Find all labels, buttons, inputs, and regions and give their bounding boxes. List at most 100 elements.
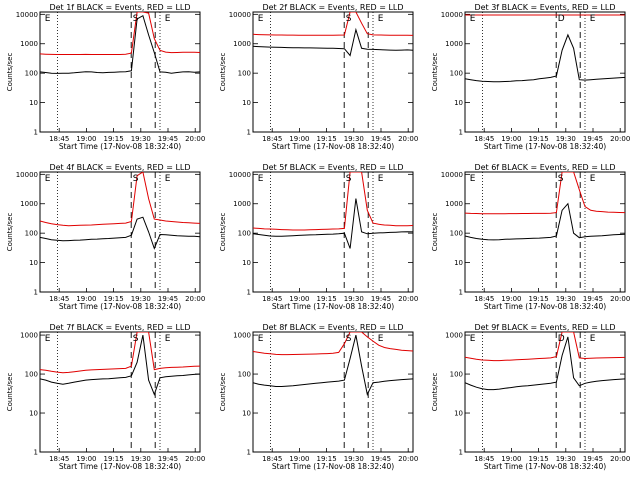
- y-tick-label: 1000: [20, 40, 38, 48]
- y-tick-label: 1: [34, 129, 38, 137]
- x-tick-label: 19:45: [583, 135, 603, 143]
- y-tick-label: 1: [247, 129, 251, 137]
- events-series-line: [465, 33, 625, 83]
- marker-label: E: [45, 334, 51, 344]
- x-tick-label: 19:30: [556, 135, 576, 143]
- y-tick-label: 1: [459, 129, 463, 137]
- x-tick-label: 19:45: [158, 135, 178, 143]
- y-tick-label: 10000: [229, 171, 251, 179]
- marker-label: E: [258, 334, 264, 344]
- x-tick-label: 19:30: [344, 295, 364, 303]
- y-tick-label: 1: [247, 289, 251, 297]
- x-tick-label: 19:15: [317, 455, 337, 463]
- lld-series-line: [253, 12, 413, 36]
- events-series-line: [253, 334, 413, 396]
- x-tick-label: 19:00: [289, 455, 309, 463]
- x-tick-label: 19:30: [131, 455, 151, 463]
- y-tick-label: 1000: [445, 40, 463, 48]
- y-axis-label: Counts/sec: [431, 373, 439, 412]
- events-series-line: [465, 336, 625, 391]
- x-tick-label: 18:45: [262, 455, 282, 463]
- marker-label: E: [165, 14, 171, 24]
- chart-panel-3: Det 3f BLACK = Events, RED = LLD 1 10 100 10…: [431, 3, 630, 151]
- chart-title: Det 9f BLACK = Events, RED = LLD: [474, 323, 615, 332]
- marker-label: E: [165, 174, 171, 184]
- y-tick-label: 10000: [441, 171, 463, 179]
- marker-label: S: [346, 334, 352, 344]
- y-axis-label: Counts/sec: [219, 213, 227, 252]
- x-tick-label: 19:00: [76, 455, 96, 463]
- marker-label: E: [258, 174, 264, 184]
- marker-label: E: [45, 174, 51, 184]
- lld-series-line: [40, 12, 200, 55]
- marker-label: E: [590, 174, 596, 184]
- y-tick-label: 100: [450, 371, 463, 379]
- y-tick-label: 100: [450, 230, 463, 238]
- marker-label: S: [346, 174, 352, 184]
- x-tick-label: 20:00: [610, 455, 630, 463]
- y-tick-label: 10: [454, 99, 463, 107]
- x-tick-label: 18:45: [49, 295, 69, 303]
- y-tick-label: 1000: [233, 332, 251, 340]
- x-tick-label: 19:45: [371, 295, 391, 303]
- x-tick-label: 18:45: [49, 135, 69, 143]
- plot-frame: [252, 11, 414, 133]
- y-tick-label: 100: [238, 371, 251, 379]
- chart-panel-8: Det 8f BLACK = Events, RED = LLD 1 10 100 10…: [219, 323, 418, 471]
- x-tick-label: 20:00: [185, 135, 205, 143]
- y-tick-label: 10000: [16, 171, 38, 179]
- x-axis-label: Start Time (17-Nov-08 18:32:40): [484, 462, 606, 471]
- marker-label: E: [378, 174, 384, 184]
- marker-label: E: [258, 14, 264, 24]
- marker-label: E: [590, 334, 596, 344]
- y-tick-label: 10000: [229, 11, 251, 19]
- marker-label: D: [558, 334, 565, 344]
- chart-panel-4: Det 4f BLACK = Events, RED = LLD 1 10 100 10…: [6, 163, 205, 311]
- x-tick-label: 19:15: [529, 135, 549, 143]
- y-axis-label: Counts/sec: [6, 53, 14, 92]
- marker-label: S: [133, 334, 139, 344]
- x-tick-label: 19:30: [131, 135, 151, 143]
- y-axis-label: Counts/sec: [6, 373, 14, 412]
- chart-panel-9: Det 9f BLACK = Events, RED = LLD 1 10 100 10…: [431, 323, 630, 471]
- y-tick-label: 100: [25, 230, 38, 238]
- y-tick-label: 10: [242, 259, 251, 267]
- x-tick-label: 19:15: [317, 135, 337, 143]
- y-tick-label: 10000: [16, 11, 38, 19]
- y-tick-label: 10000: [441, 11, 463, 19]
- x-tick-label: 19:45: [583, 295, 603, 303]
- chart-panel-1: Det 1f BLACK = Events, RED = LLD 1 10 100 10…: [6, 3, 205, 151]
- x-tick-label: 18:45: [262, 295, 282, 303]
- events-series-line: [40, 14, 200, 74]
- marker-label: E: [470, 174, 476, 184]
- plot-frame: [464, 171, 626, 293]
- x-axis-label: Start Time (17-Nov-08 18:32:40): [59, 462, 181, 471]
- chart-title: Det 2f BLACK = Events, RED = LLD: [262, 3, 403, 12]
- chart-title: Det 7f BLACK = Events, RED = LLD: [49, 323, 190, 332]
- y-tick-label: 1: [459, 289, 463, 297]
- x-tick-label: 19:00: [76, 135, 96, 143]
- y-axis-label: Counts/sec: [431, 53, 439, 92]
- x-axis-label: Start Time (17-Nov-08 18:32:40): [59, 142, 181, 151]
- events-series-line: [253, 198, 413, 249]
- chart-title: Det 3f BLACK = Events, RED = LLD: [474, 3, 615, 12]
- x-tick-label: 19:30: [344, 135, 364, 143]
- x-tick-label: 20:00: [185, 455, 205, 463]
- y-tick-label: 1000: [233, 200, 251, 208]
- chart-title: Det 4f BLACK = Events, RED = LLD: [49, 163, 190, 172]
- plot-frame: [464, 11, 626, 133]
- x-tick-label: 19:45: [158, 455, 178, 463]
- x-tick-label: 19:00: [501, 455, 521, 463]
- y-tick-label: 10: [454, 410, 463, 418]
- y-axis-label: Counts/sec: [431, 213, 439, 252]
- x-tick-label: 19:45: [583, 455, 603, 463]
- y-tick-label: 1000: [20, 200, 38, 208]
- x-axis-label: Start Time (17-Nov-08 18:32:40): [272, 302, 394, 311]
- y-tick-label: 1000: [20, 332, 38, 340]
- events-series-line: [465, 202, 625, 241]
- plot-frame: [39, 331, 201, 453]
- lld-series-line: [465, 332, 625, 362]
- x-tick-label: 19:00: [501, 135, 521, 143]
- y-tick-label: 1: [34, 449, 38, 457]
- marker-label: E: [590, 14, 596, 24]
